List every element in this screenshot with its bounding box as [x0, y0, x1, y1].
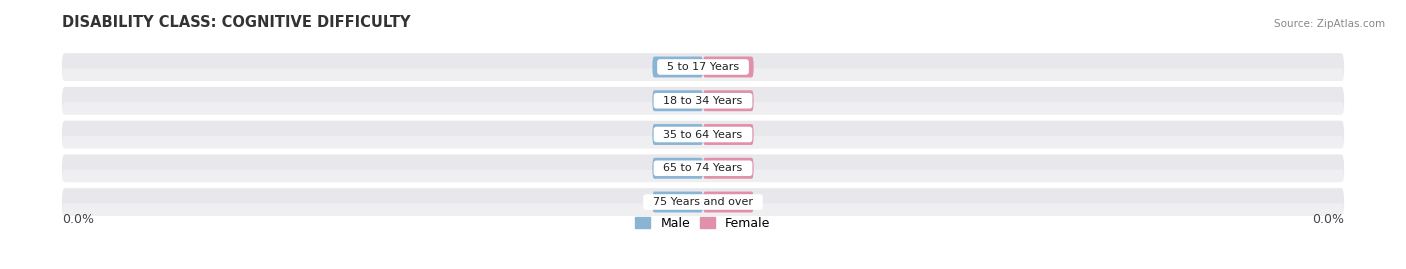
FancyBboxPatch shape	[62, 53, 1344, 81]
Text: 0.0%: 0.0%	[714, 197, 742, 207]
FancyBboxPatch shape	[703, 56, 754, 77]
Text: 0.0%: 0.0%	[714, 96, 742, 106]
FancyBboxPatch shape	[652, 124, 703, 145]
Text: 75 Years and over: 75 Years and over	[645, 197, 761, 207]
FancyBboxPatch shape	[62, 68, 1344, 81]
Text: 35 to 64 Years: 35 to 64 Years	[657, 129, 749, 140]
Text: 0.0%: 0.0%	[664, 129, 692, 140]
FancyBboxPatch shape	[62, 170, 1344, 182]
FancyBboxPatch shape	[652, 56, 703, 77]
Text: 0.0%: 0.0%	[664, 163, 692, 173]
Text: 18 to 34 Years: 18 to 34 Years	[657, 96, 749, 106]
FancyBboxPatch shape	[62, 188, 1344, 216]
Text: 0.0%: 0.0%	[714, 163, 742, 173]
FancyBboxPatch shape	[62, 121, 1344, 148]
FancyBboxPatch shape	[62, 102, 1344, 115]
Text: 0.0%: 0.0%	[1312, 213, 1344, 226]
FancyBboxPatch shape	[62, 203, 1344, 216]
FancyBboxPatch shape	[652, 158, 703, 179]
Text: 0.0%: 0.0%	[714, 62, 742, 72]
Text: 0.0%: 0.0%	[664, 62, 692, 72]
Text: 0.0%: 0.0%	[714, 129, 742, 140]
FancyBboxPatch shape	[703, 124, 754, 145]
FancyBboxPatch shape	[703, 90, 754, 111]
FancyBboxPatch shape	[652, 90, 703, 111]
Text: 0.0%: 0.0%	[664, 197, 692, 207]
FancyBboxPatch shape	[703, 158, 754, 179]
Text: 0.0%: 0.0%	[664, 96, 692, 106]
FancyBboxPatch shape	[62, 154, 1344, 182]
FancyBboxPatch shape	[652, 192, 703, 213]
FancyBboxPatch shape	[62, 87, 1344, 115]
Text: 5 to 17 Years: 5 to 17 Years	[659, 62, 747, 72]
Text: 0.0%: 0.0%	[62, 213, 94, 226]
FancyBboxPatch shape	[62, 136, 1344, 148]
FancyBboxPatch shape	[703, 192, 754, 213]
Text: DISABILITY CLASS: COGNITIVE DIFFICULTY: DISABILITY CLASS: COGNITIVE DIFFICULTY	[62, 15, 411, 30]
Legend: Male, Female: Male, Female	[630, 212, 776, 235]
Text: Source: ZipAtlas.com: Source: ZipAtlas.com	[1274, 19, 1385, 29]
Text: 65 to 74 Years: 65 to 74 Years	[657, 163, 749, 173]
